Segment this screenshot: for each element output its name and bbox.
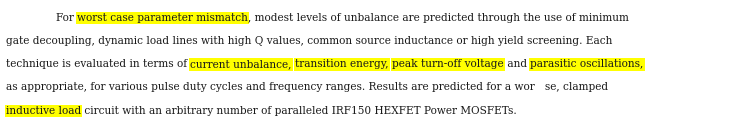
Text: circuit with an arbitrary number of paralleled IRF150 HEXFET Power MOSFETs.: circuit with an arbitrary number of para… bbox=[81, 106, 517, 116]
Text: and: and bbox=[504, 59, 530, 69]
Text: current unbalance,: current unbalance, bbox=[191, 59, 292, 69]
Text: technique is evaluated in terms of: technique is evaluated in terms of bbox=[6, 59, 191, 69]
Text: For: For bbox=[55, 13, 77, 23]
Text: inductive load: inductive load bbox=[6, 106, 81, 116]
Text: worst case parameter mismatch: worst case parameter mismatch bbox=[77, 13, 247, 23]
Text: gate decoupling, dynamic load lines with high Q values, common source inductance: gate decoupling, dynamic load lines with… bbox=[6, 36, 612, 46]
Text: , modest levels of unbalance are predicted through the use of minimum: , modest levels of unbalance are predict… bbox=[247, 13, 629, 23]
Text: transition energy,: transition energy, bbox=[295, 59, 389, 69]
Text: as appropriate, for various pulse duty cycles and frequency ranges. Results are : as appropriate, for various pulse duty c… bbox=[6, 82, 608, 92]
Text: parasitic oscillations,: parasitic oscillations, bbox=[530, 59, 644, 69]
Text: peak turn-off voltage: peak turn-off voltage bbox=[392, 59, 504, 69]
